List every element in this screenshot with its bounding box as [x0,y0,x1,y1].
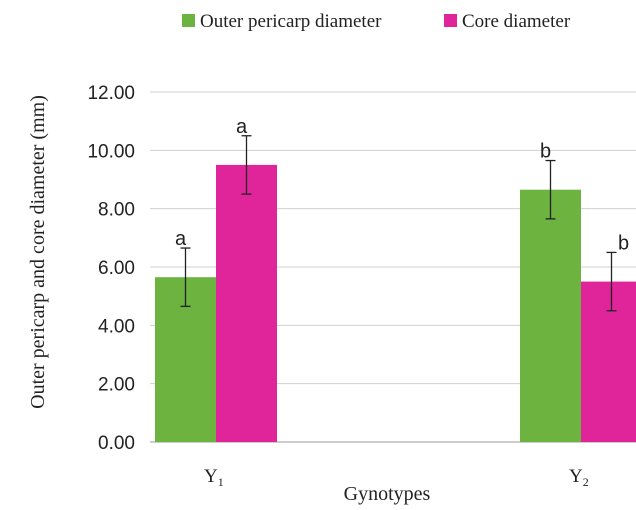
bars [155,164,636,442]
y-tick-label: 8.00 [98,200,135,221]
x-tick-label: Y1 [204,466,224,489]
y-tick-label: 2.00 [98,375,135,396]
x-axis-label: Gynotypes [344,483,431,505]
y-tick-label: 4.00 [98,316,135,337]
y-tick-label: 6.00 [98,258,135,279]
error-bars [180,135,617,312]
bar [520,189,581,442]
y-tick-label: 0.00 [98,433,135,454]
legend: Outer pericarp diameter Core diameter [182,11,571,32]
y-tick-label: 10.00 [87,141,135,162]
y-tick-labels: 0.00 2.00 4.00 6.00 8.00 10.00 12.00 [87,83,135,454]
bar [216,164,277,442]
significance-letter: a [236,116,248,138]
y-tick-label: 12.00 [87,83,135,104]
legend-swatch-outer-pericarp [182,14,195,27]
significance-letter: b [618,232,629,254]
legend-label-outer-pericarp: Outer pericarp diameter [200,11,382,32]
x-tick-label: Y2 [569,466,589,489]
significance-letter: b [540,141,551,163]
significance-letter: a [175,228,187,250]
y-axis-label: Outer pericarp and core diameter (mm) [27,95,49,409]
significance-letters: a a b b [175,116,629,255]
legend-swatch-core [444,14,457,27]
bar [581,281,636,442]
legend-label-core: Core diameter [462,11,571,32]
